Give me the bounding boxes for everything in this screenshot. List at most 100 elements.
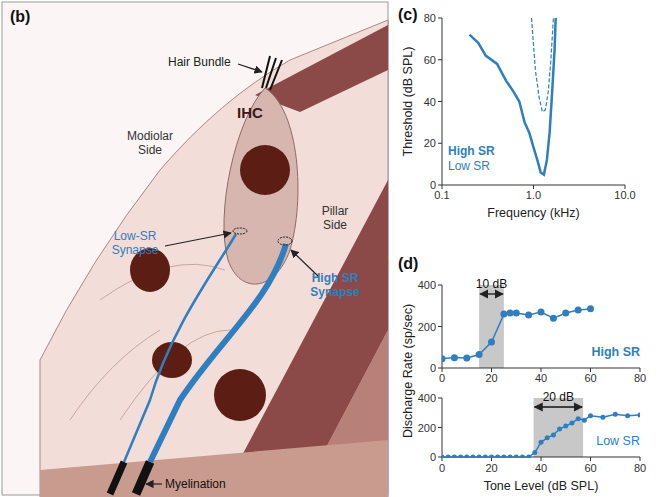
diagram-label: ModiolarSide xyxy=(127,129,173,157)
series-line xyxy=(532,18,554,112)
data-point xyxy=(489,455,494,459)
hair-bundle xyxy=(262,56,282,90)
high-sr-synapse xyxy=(278,237,292,245)
label-line: Side xyxy=(138,143,162,157)
label-line: Synapse xyxy=(310,285,360,299)
y-tick xyxy=(438,457,442,458)
plot-data xyxy=(442,412,640,458)
data-point xyxy=(550,315,557,322)
pointer-arrow xyxy=(165,233,231,246)
series-line xyxy=(442,309,591,359)
myelin xyxy=(110,462,124,494)
data-point xyxy=(442,355,446,362)
series-label: Low SR xyxy=(596,434,640,448)
data-point xyxy=(563,424,568,429)
x-axis-title: Frequency (kHz) xyxy=(487,206,579,220)
range-label: 10 dB xyxy=(476,277,507,291)
x-tick-label: 20 xyxy=(485,462,497,474)
data-point xyxy=(458,455,463,459)
y-tick-label: 80 xyxy=(424,12,436,24)
data-point xyxy=(576,416,581,421)
data-point xyxy=(464,455,469,459)
label-line: Hair Bundle xyxy=(168,55,231,69)
data-point xyxy=(520,455,525,459)
data-point xyxy=(452,455,457,459)
panel-letter: (b) xyxy=(10,8,30,25)
y-tick-label: 20 xyxy=(424,137,436,149)
data-point xyxy=(582,418,587,423)
diagram-label: PillarSide xyxy=(322,204,349,232)
data-point xyxy=(539,440,544,445)
x-tick-label: 40 xyxy=(535,462,547,474)
data-point xyxy=(569,421,574,426)
range-label: 20 dB xyxy=(543,390,574,404)
y-tick-label: 0 xyxy=(430,362,436,374)
x-tick-label: 20 xyxy=(485,372,497,384)
data-point xyxy=(575,306,582,313)
y-tick-label: 40 xyxy=(424,96,436,108)
data-point xyxy=(551,432,556,437)
inner-hair-cell xyxy=(224,88,298,284)
label-line: Synapse xyxy=(112,243,159,257)
diagram-label: Low-SRSynapse xyxy=(112,229,159,257)
series-line xyxy=(442,414,640,457)
y-tick-label: 200 xyxy=(418,422,436,434)
data-point xyxy=(613,412,618,417)
data-point xyxy=(588,413,593,418)
label-line: Pillar xyxy=(322,204,349,218)
x-tick xyxy=(640,457,641,461)
data-point xyxy=(483,455,488,459)
data-point xyxy=(442,455,445,459)
label-line: Low-SR xyxy=(114,229,157,243)
chart: 10 dB0204060800200400(d)Discharge Rate (… xyxy=(398,255,646,438)
data-point xyxy=(526,455,531,459)
data-point xyxy=(562,310,569,317)
low-sr-synapse xyxy=(233,228,247,234)
data-point xyxy=(508,455,513,459)
y-tick-label: 60 xyxy=(424,54,436,66)
y-tick xyxy=(438,427,442,428)
data-point xyxy=(477,455,482,459)
y-tick xyxy=(438,101,442,102)
diagram-label: Myelination xyxy=(165,477,226,491)
x-tick xyxy=(590,457,591,461)
y-tick xyxy=(438,59,442,60)
y-tick-label: 400 xyxy=(418,279,436,291)
label-line: Myelination xyxy=(165,477,226,491)
nucleus xyxy=(214,369,266,421)
diagram-label: Hair Bundle xyxy=(168,55,231,69)
data-point xyxy=(495,455,500,459)
shaded-range xyxy=(479,285,504,368)
y-tick-label: 0 xyxy=(430,179,436,191)
diagram: (b)Hair BundleIHCModiolarSidePillarSideL… xyxy=(2,2,388,497)
data-point xyxy=(446,455,451,459)
data-point xyxy=(532,450,537,455)
panel-letter: (c) xyxy=(398,6,418,23)
x-tick-label: 80 xyxy=(634,462,646,474)
y-tick xyxy=(438,285,442,286)
y-tick xyxy=(438,326,442,327)
nucleus xyxy=(240,145,290,195)
y-axis-title: Discharge Rate (sp/sec) xyxy=(401,304,415,438)
series-label: High SR xyxy=(591,345,640,359)
chart: 0.11.010.0020406080(c)Frequency (kHz)Thr… xyxy=(398,6,636,220)
y-tick-label: 400 xyxy=(418,392,436,404)
data-point xyxy=(500,311,507,318)
x-axis-title: Tone Level (dB SPL) xyxy=(484,479,599,493)
data-point xyxy=(538,308,545,315)
label-line: Side xyxy=(323,218,347,232)
range-arrow xyxy=(480,293,503,294)
data-point xyxy=(625,413,630,418)
pointer-arrow xyxy=(146,483,162,484)
data-point xyxy=(476,351,483,358)
y-tick xyxy=(438,143,442,144)
basilar-band xyxy=(40,440,388,497)
x-tick-label: 60 xyxy=(584,462,596,474)
legend-entry: High SR xyxy=(448,144,495,158)
data-point xyxy=(451,354,458,361)
y-axis-title: Threshold (dB SPL) xyxy=(401,47,415,157)
data-point xyxy=(513,310,520,317)
label-line: Modiolar xyxy=(127,129,173,143)
figure: (b)Hair BundleIHCModiolarSidePillarSideL… xyxy=(0,0,660,497)
data-point xyxy=(587,305,594,312)
